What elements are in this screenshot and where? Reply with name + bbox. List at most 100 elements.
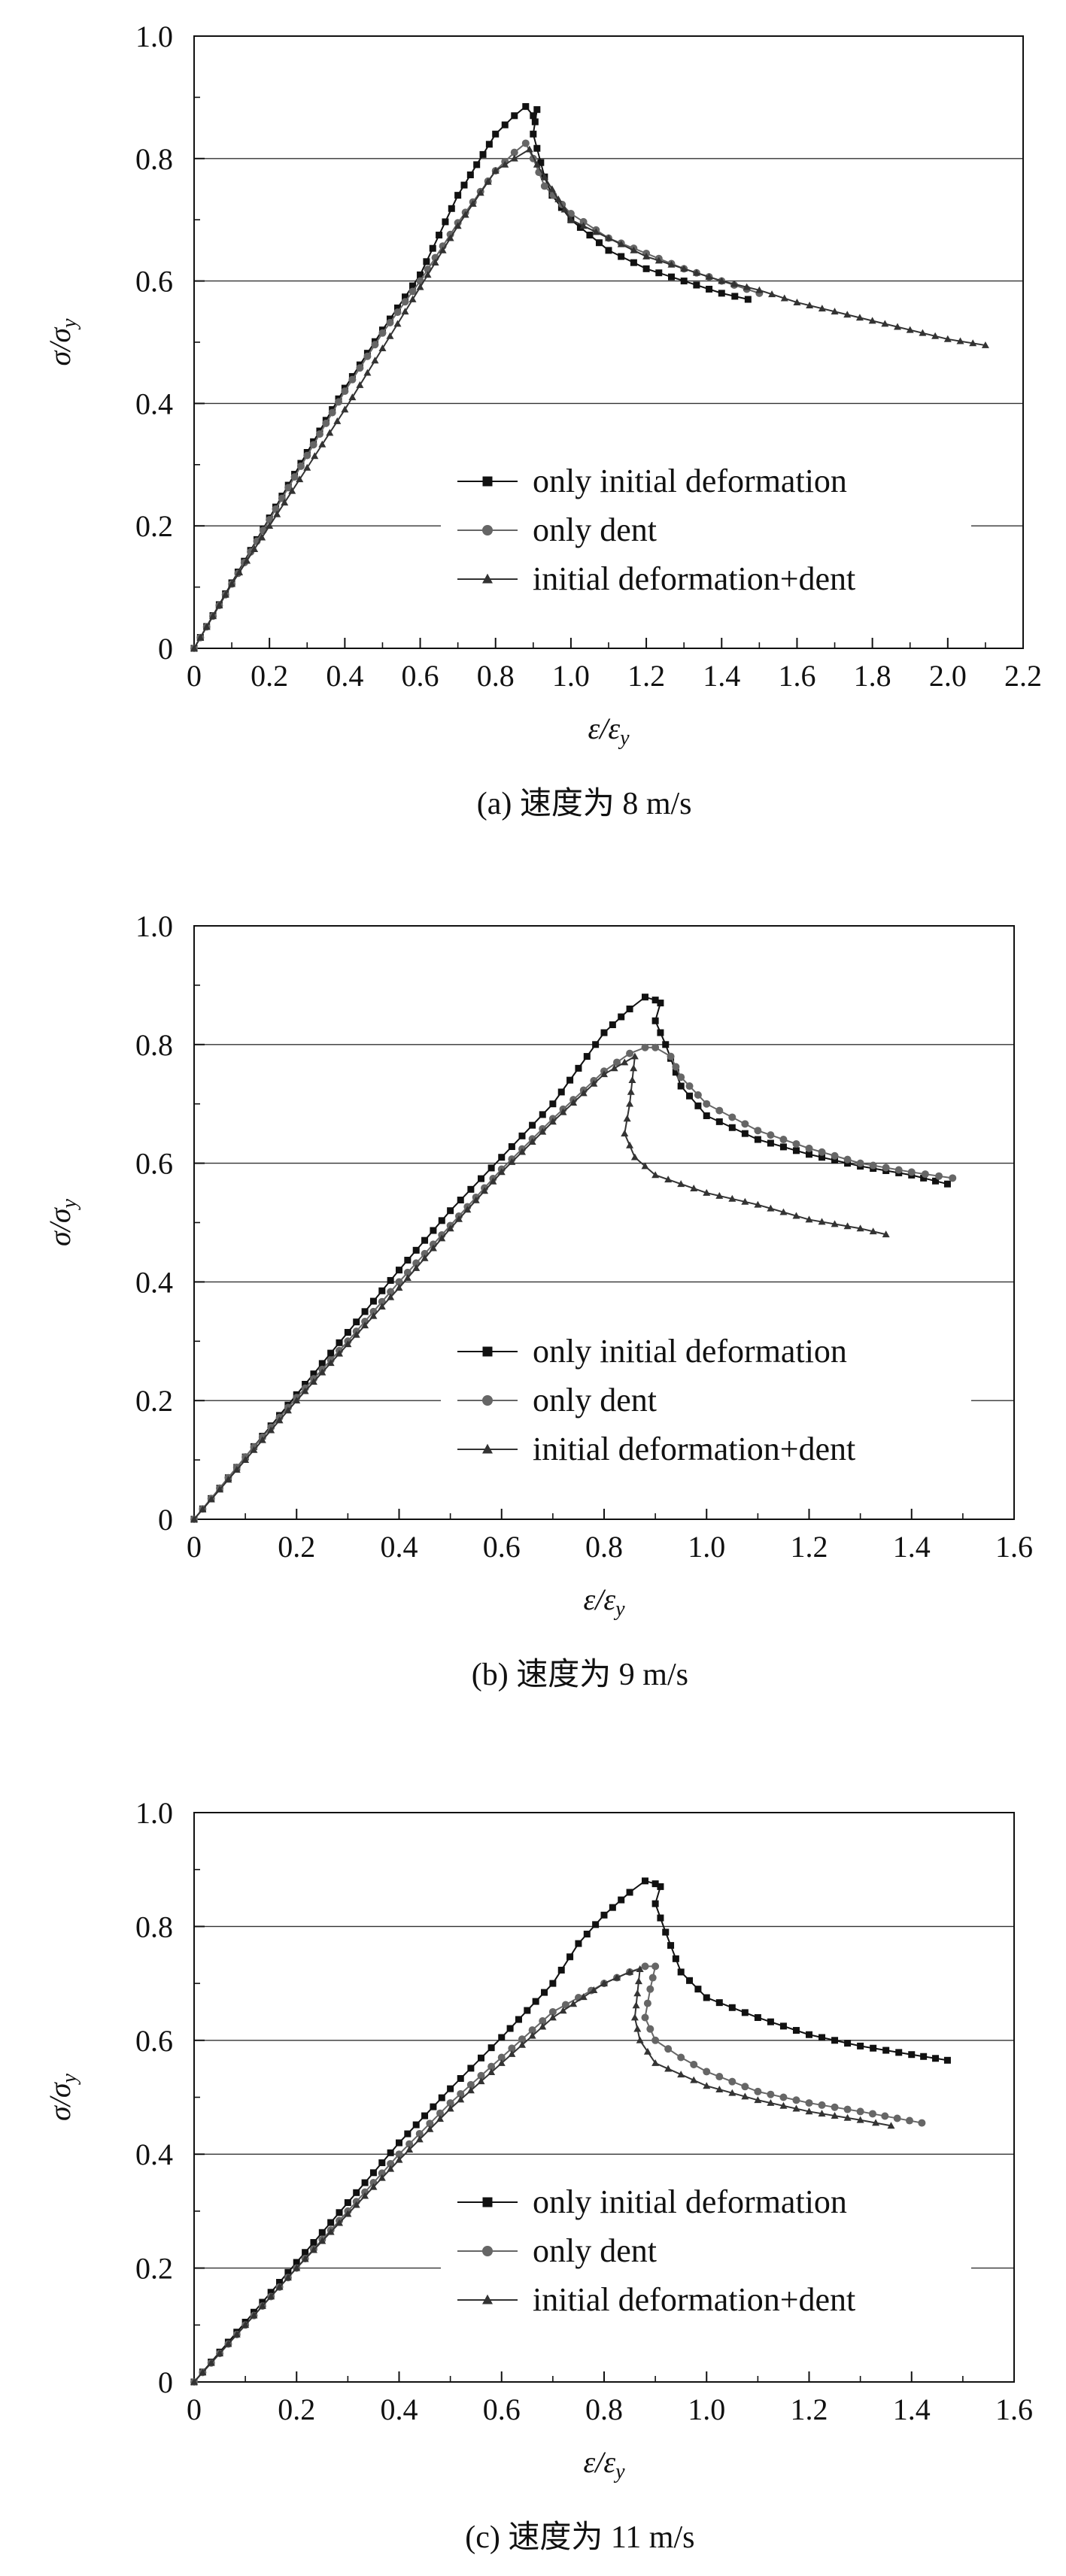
data-point (557, 1966, 565, 1974)
data-point (632, 2001, 640, 2009)
data-point (436, 2115, 444, 2122)
data-point (387, 1276, 394, 1284)
data-point (415, 2129, 424, 2138)
data-point (448, 205, 455, 212)
data-point (667, 260, 676, 268)
data-point (293, 2264, 301, 2271)
legend-label: initial deformation+dent (533, 1431, 855, 1467)
data-point (548, 185, 556, 193)
data-point (651, 997, 659, 1004)
x-tick-label: 2.2 (1004, 659, 1042, 693)
data-point (378, 1303, 386, 1310)
data-point (642, 252, 651, 259)
data-point (438, 2094, 445, 2101)
data-point (454, 1215, 463, 1222)
x-tick-label: 1.0 (688, 1530, 725, 1564)
data-point (754, 2096, 762, 2104)
data-point (491, 166, 500, 174)
data-point (489, 1177, 497, 1185)
y-axis-label-main: σ/σ (43, 1207, 77, 1246)
data-point (943, 1180, 951, 1188)
data-point (664, 2045, 673, 2053)
y-tick-label: 0.2 (135, 1384, 173, 1418)
data-point (643, 2047, 651, 2055)
data-point (190, 644, 198, 651)
series-group (190, 994, 957, 1523)
data-point (559, 2007, 567, 2014)
data-point (469, 199, 477, 207)
data-point (311, 452, 319, 460)
data-point (309, 2246, 317, 2253)
data-point (501, 121, 509, 129)
x-axis-label-subscript: y (613, 2460, 625, 2483)
data-point (387, 2165, 395, 2172)
data-point (831, 1151, 839, 1160)
data-point (487, 2062, 496, 2071)
data-point (190, 2377, 198, 2385)
data-point (522, 103, 530, 111)
data-point (651, 1171, 660, 1179)
data-point (843, 1155, 852, 1164)
data-point (792, 1147, 800, 1154)
x-tick-label: 0.2 (278, 2392, 315, 2426)
data-point (528, 2026, 536, 2034)
series-group (190, 1877, 951, 2386)
legend: only initial deformation only dent initial… (441, 2180, 971, 2321)
data-point (190, 1515, 198, 1522)
data-point (466, 171, 474, 179)
data-point (454, 192, 462, 199)
data-point (792, 2096, 800, 2104)
axis-ticks: 0 0.2 0.4 0.6 0.8 1.0 1.2 1.4 1.6 0 0.2 0.4 0.6 0.8 1.… (135, 909, 1033, 1564)
data-point (335, 398, 343, 406)
data-point (333, 417, 342, 424)
data-point (690, 2076, 698, 2083)
data-point (882, 1230, 890, 1238)
data-point (932, 1177, 940, 1185)
data-point (754, 1136, 761, 1143)
data-point (293, 2259, 300, 2266)
x-tick-label: 0.4 (381, 1530, 418, 1564)
x-tick-label: 1.6 (778, 659, 815, 693)
data-point (715, 1191, 724, 1199)
data-point (424, 271, 432, 278)
data-point (510, 154, 518, 162)
data-point (396, 2139, 402, 2147)
data-point (931, 332, 940, 339)
data-point (250, 2311, 258, 2319)
data-point (818, 1218, 826, 1225)
axis-ticks: 0 0.2 0.4 0.6 0.8 1.0 1.2 1.4 1.6 1.8 2.0 2.2 0 0.2 0.… (135, 20, 1042, 693)
series-triangle (190, 1965, 895, 2385)
data-point (532, 1998, 539, 2005)
data-point (395, 1284, 403, 1291)
data-point (932, 2055, 940, 2062)
data-point (872, 2119, 880, 2126)
data-point (662, 1928, 670, 1936)
data-point (949, 1174, 957, 1182)
data-point (657, 1914, 664, 1922)
data-point (728, 1124, 736, 1131)
data-point (806, 2031, 812, 2038)
data-point (792, 1212, 800, 1219)
data-point (780, 294, 788, 302)
data-point (457, 2075, 464, 2083)
data-point (779, 2093, 788, 2101)
data-point (361, 2192, 369, 2199)
data-point (479, 150, 487, 158)
x-tick-label: 0 (187, 1530, 202, 1564)
data-point (387, 2159, 395, 2168)
data-point (250, 1446, 258, 1453)
data-point (430, 1227, 437, 1234)
data-point (497, 2059, 506, 2066)
data-point (664, 2065, 673, 2072)
data-point (613, 1974, 621, 1981)
data-point (655, 269, 663, 277)
y-axis-label: σ/σy (43, 1198, 81, 1246)
data-point (592, 1921, 600, 1928)
data-point (677, 2053, 685, 2062)
data-point (327, 2219, 335, 2226)
data-point (831, 308, 839, 315)
legend-label: only initial deformation (533, 1333, 847, 1370)
data-point (378, 329, 387, 337)
data-point (518, 2040, 526, 2048)
series-group (190, 103, 989, 652)
